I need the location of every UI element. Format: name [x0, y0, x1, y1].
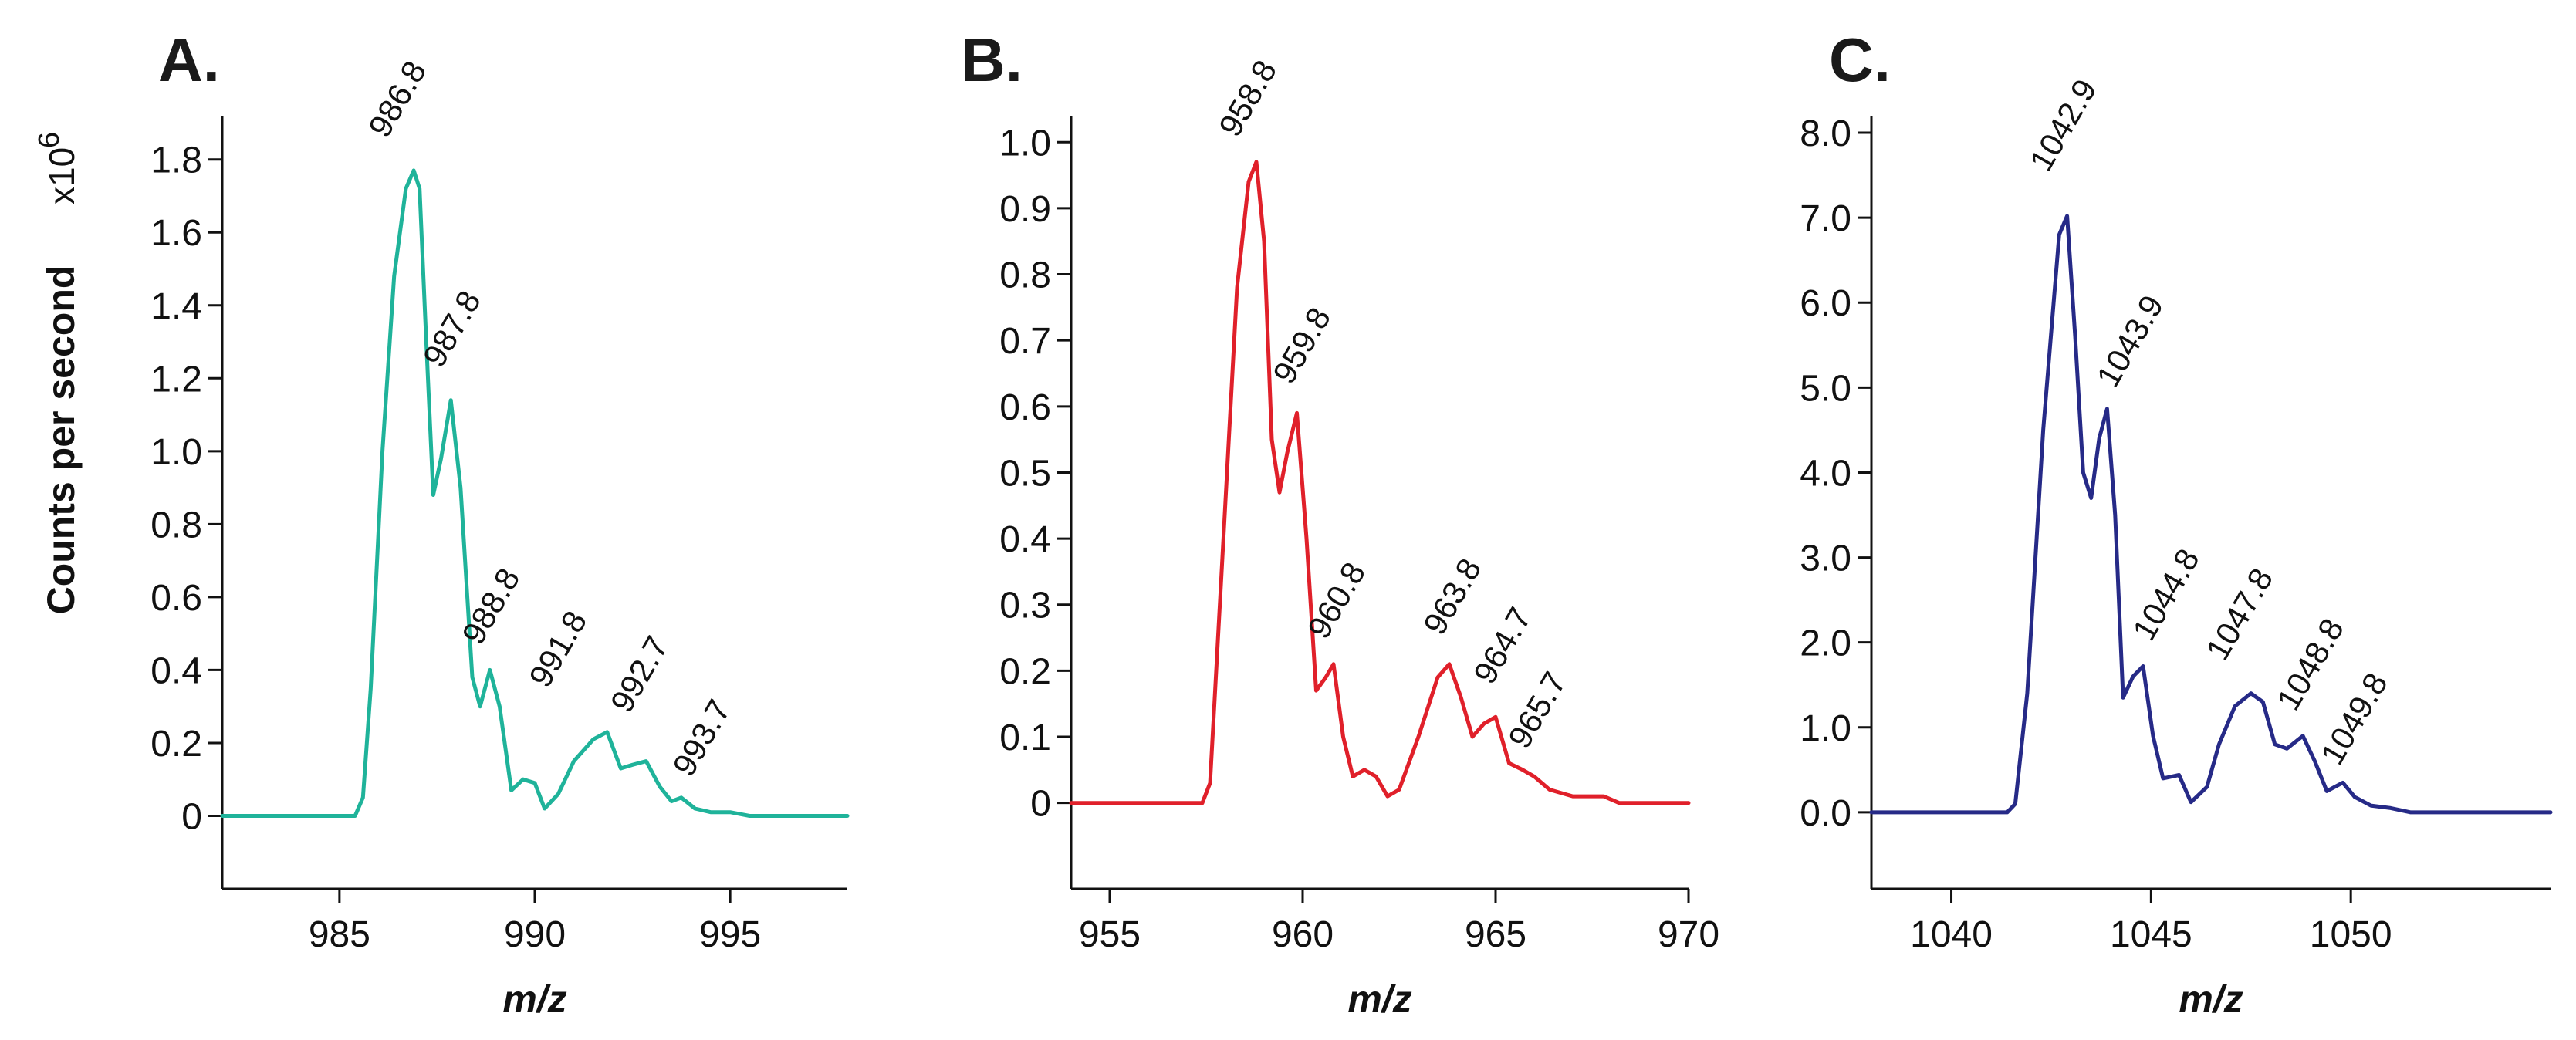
- peak-label: 992.7: [603, 630, 675, 719]
- y-tick-label: 0.9: [999, 189, 1051, 230]
- peak-label: 993.7: [665, 694, 737, 782]
- y-tick-label: 0: [1030, 784, 1051, 825]
- y-tick-label: 0.7: [999, 321, 1051, 362]
- panels: A. 0 0.2 0.4 0.6 0.8 1.0 1.2 1.4 1.6 1.8 985 990 995 m…: [150, 25, 2553, 1021]
- y-tick-label: 0: [181, 796, 202, 837]
- peak-label: 991.8: [522, 605, 593, 694]
- y-tick-label: 4.0: [1800, 453, 1851, 494]
- panel-letter: A.: [158, 25, 220, 94]
- x-tick-label: 990: [504, 914, 566, 955]
- peak-label: 958.8: [1212, 54, 1283, 143]
- y-axis-exponent: 6: [33, 132, 66, 148]
- y-tick-label: 1.0: [999, 123, 1051, 164]
- y-tick-label: 1.0: [1800, 708, 1851, 749]
- peak-label: 959.8: [1266, 301, 1337, 390]
- x-tick-label: 1040: [1910, 914, 1993, 955]
- peak-label: 1047.8: [2199, 562, 2280, 666]
- panel-1: A. 0 0.2 0.4 0.6 0.8 1.0 1.2 1.4 1.6 1.8 985 990 995 m…: [150, 25, 850, 1021]
- peak-label: 1049.8: [2314, 667, 2395, 771]
- y-tick-label: 0.8: [150, 505, 202, 545]
- spectrum-line: [220, 168, 850, 818]
- x-tick-label: 995: [699, 914, 761, 955]
- x-tick-label: 1045: [2110, 914, 2192, 955]
- y-tick-label: 2.0: [1800, 623, 1851, 664]
- peak-label: 986.8: [361, 55, 433, 144]
- spectrum-line: [1869, 214, 2553, 815]
- peak-label: 1048.8: [2270, 613, 2351, 717]
- y-tick-label: 1.6: [150, 213, 202, 254]
- panel-2: B. 0 0.1 0.2 0.3 0.4 0.5 0.6 0.7 0.8 0.9 1.0 955 960 9…: [961, 25, 1719, 1021]
- panel-letter: B.: [961, 25, 1023, 94]
- y-tick-label: 0.2: [150, 724, 202, 765]
- peak-label: 1043.9: [2090, 289, 2171, 393]
- x-axis-title: m/z: [2179, 978, 2243, 1021]
- y-tick-label: 0.4: [999, 519, 1051, 560]
- y-tick-label: 0.6: [999, 387, 1051, 428]
- y-tick-label: 5.0: [1800, 368, 1851, 409]
- y-tick-label: 1.8: [150, 140, 202, 181]
- peak-label: 964.7: [1466, 601, 1538, 690]
- peak-label: 963.8: [1416, 552, 1488, 641]
- x-tick-label: 960: [1272, 914, 1334, 955]
- x-tick-label: 965: [1465, 914, 1526, 955]
- spectrum-line: [1069, 160, 1691, 805]
- y-tick-label: 0.5: [999, 453, 1051, 494]
- x-tick-label: 1050: [2310, 914, 2392, 955]
- x-axis-title: m/z: [1347, 978, 1411, 1021]
- x-tick-label: 985: [309, 914, 370, 955]
- y-tick-label: 0.0: [1800, 793, 1851, 834]
- y-tick-label: 1.2: [150, 359, 202, 400]
- peak-label: 965.7: [1501, 666, 1573, 755]
- y-tick-label: 0.1: [999, 718, 1051, 758]
- y-tick-label: 0.6: [150, 578, 202, 619]
- y-axis-multiplier: x10: [42, 147, 82, 204]
- y-tick-label: 0.4: [150, 650, 202, 691]
- y-axis-title-text: Counts per second: [39, 265, 83, 615]
- y-tick-label: 0.2: [999, 651, 1051, 692]
- y-tick-label: 1.4: [150, 286, 202, 327]
- y-tick-label: 0.3: [999, 586, 1051, 626]
- y-tick-label: 0.8: [999, 255, 1051, 296]
- x-tick-label: 970: [1658, 914, 1719, 955]
- y-tick-label: 1.0: [150, 432, 202, 473]
- panel-3: C. 0.0 1.0 2.0 3.0 4.0 5.0 6.0 7.0 8.0 1040 1045 105…: [1800, 25, 2553, 1021]
- y-tick-label: 7.0: [1800, 198, 1851, 239]
- x-tick-label: 955: [1079, 914, 1141, 955]
- y-tick-label: 8.0: [1800, 113, 1851, 154]
- x-axis-title: m/z: [502, 978, 566, 1021]
- peak-label: 1042.9: [2023, 73, 2104, 177]
- y-tick-label: 6.0: [1800, 283, 1851, 324]
- panel-letter: C.: [1829, 25, 1891, 94]
- peak-label: 1044.8: [2125, 542, 2206, 647]
- y-tick-label: 3.0: [1800, 539, 1851, 579]
- y-axis-title: Counts per second x10 6: [33, 132, 83, 615]
